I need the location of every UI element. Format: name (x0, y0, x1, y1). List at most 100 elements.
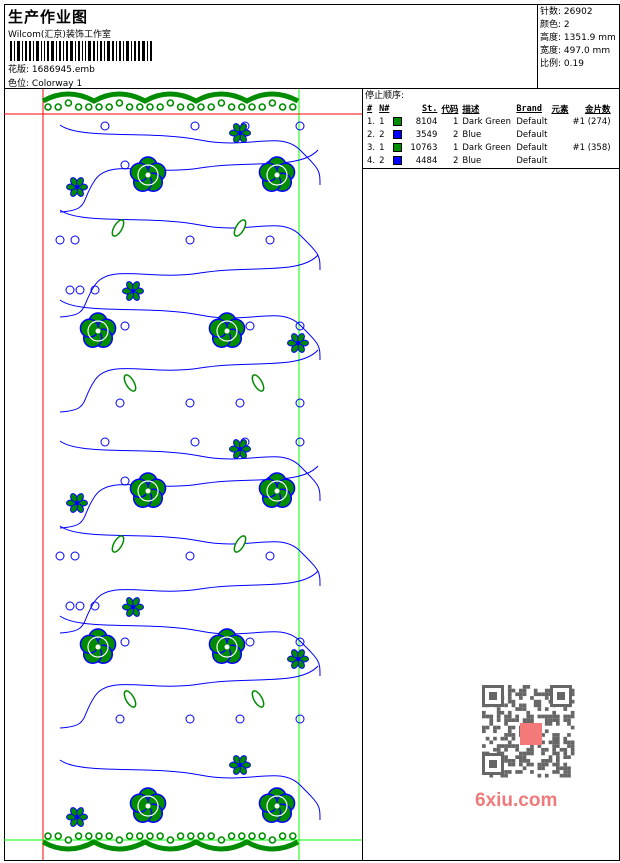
flower-center (273, 171, 281, 179)
qr-module (507, 685, 512, 689)
scallop-bead (248, 832, 256, 840)
qr-module (507, 714, 512, 719)
qr-module (489, 773, 494, 778)
qr-module (556, 733, 560, 737)
qr-module (526, 710, 531, 715)
barcode-bar (138, 41, 140, 61)
cell-desc: Blue (462, 129, 482, 140)
scallop-bead (197, 103, 205, 111)
qr-module (541, 766, 545, 771)
col-needle: N# (379, 103, 390, 114)
qr-finder (550, 685, 572, 707)
qr-module (541, 762, 545, 767)
qr-module (537, 699, 542, 704)
qr-module (485, 714, 490, 719)
barcode-bar (104, 41, 105, 61)
info-scale: 比例: 0.19 (540, 59, 584, 69)
qr-module (507, 696, 512, 700)
barcode-bar (131, 41, 132, 61)
qr-module (541, 714, 545, 719)
vine-loop (295, 321, 305, 331)
qr-module (522, 755, 527, 759)
header: 生产作业图 Wilcom(汇京)装饰工作室 花版: 1686945.emb 色位… (4, 4, 620, 89)
flower-outline (266, 795, 288, 817)
qr-module (570, 714, 575, 719)
qr-finder-center (489, 692, 497, 700)
vine-loop (245, 321, 255, 331)
qr-module (496, 714, 501, 719)
qr-module (496, 707, 501, 711)
qr-module (504, 733, 508, 737)
small-flower-center (131, 289, 135, 293)
qr-module (504, 718, 508, 722)
qr-module (507, 718, 512, 722)
small-flower-center (296, 657, 300, 661)
barcode-bar (142, 41, 145, 61)
scallop-bead (85, 103, 93, 111)
flower-center (223, 327, 231, 335)
scallop-bead (227, 832, 236, 840)
vine-loop (190, 437, 200, 447)
vine-loop (120, 476, 130, 486)
scallop-bead (217, 836, 226, 844)
qr-module (570, 740, 575, 745)
flower-center (94, 327, 102, 335)
qr-module (544, 696, 549, 700)
scallop-bead (248, 103, 256, 111)
qr-module (507, 759, 512, 763)
flower-center (94, 643, 102, 651)
flower-petal (258, 478, 279, 498)
barcode-bar (116, 41, 117, 61)
cell-idx: 4. (367, 155, 376, 166)
qr-module (519, 707, 523, 711)
qr-module (507, 733, 512, 737)
cell-idx: 2. (367, 129, 376, 140)
qr-module (522, 685, 527, 689)
scallop-bead (105, 832, 113, 840)
qr-module (496, 747, 501, 752)
vine-loop (120, 637, 130, 647)
vine-loop (295, 637, 305, 647)
vine-loop (185, 235, 195, 245)
cell-seq: #1 (358) (572, 142, 611, 153)
scallop-bead (268, 836, 277, 844)
barcode-bar (63, 41, 64, 61)
vine-loop (120, 321, 130, 331)
barcode-bar (97, 41, 98, 61)
qr-module (500, 710, 505, 715)
qr-module (519, 751, 523, 756)
vine-loop (190, 121, 200, 131)
qr-module (556, 762, 560, 767)
scallop-bead (176, 103, 185, 111)
vine-loop (295, 437, 305, 447)
qr-module (567, 722, 571, 726)
scallop-bead (125, 103, 134, 111)
vine-loop (295, 121, 305, 131)
scallop-bead (217, 99, 226, 107)
qr-module (570, 688, 575, 693)
qr-module (482, 710, 486, 715)
qr-module (563, 714, 568, 719)
barcode-bar (70, 41, 73, 61)
qr-module (511, 718, 516, 722)
cell-brand: Default (516, 129, 548, 140)
qr-module (544, 722, 549, 726)
scallop-bead (197, 832, 205, 840)
scallop-bead (105, 103, 113, 111)
scallop-bead (146, 832, 154, 840)
colorway-value: Colorway 1 (31, 79, 83, 89)
qr-module (507, 729, 512, 734)
col-index: # (367, 103, 373, 114)
barcode-bar (25, 41, 27, 61)
cell-brand: Default (516, 155, 548, 166)
qr-module (570, 699, 575, 704)
qr-module (556, 766, 560, 771)
swatch-cell (391, 128, 407, 141)
qr-module (482, 744, 486, 748)
qr-module (515, 707, 519, 711)
small-flower-center (238, 447, 242, 451)
qr-module (530, 770, 534, 774)
qr-module (570, 751, 575, 756)
vine-loop (235, 398, 245, 408)
scallop-bead (54, 832, 63, 840)
